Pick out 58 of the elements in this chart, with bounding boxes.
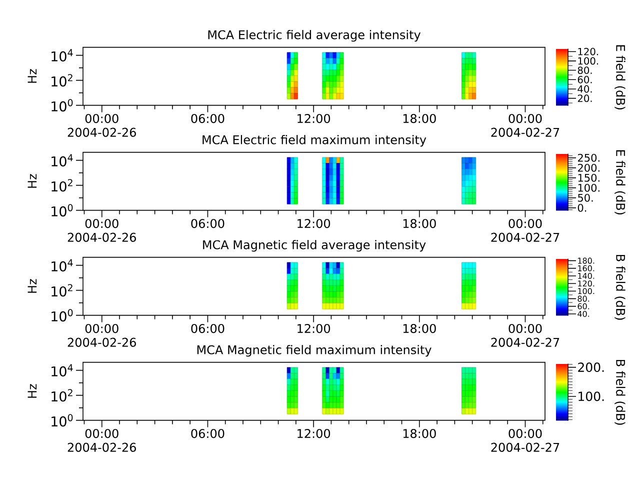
x-tick-label: 00:00 2004-02-26 [68,324,136,347]
x-tick-label: 00:00 2004-02-26 [68,428,136,452]
y-tick-label: 10$^{2}$ [52,389,72,402]
y-tick-label: 10$^{0}$ [52,204,73,216]
color-bar-label: 120. [578,48,598,56]
x-tick-label: 12:00 [298,218,330,228]
x-tick-label: 00:00 2004-02-27 [491,114,560,137]
x-tick-label: 18:00 [403,428,436,438]
x-tick-label: 00:00 2004-02-27 [491,218,560,242]
x-tick-label: 06:00 [191,218,224,228]
color-bar-label: 200. [578,362,604,372]
color-bar-label: 200. [578,164,600,172]
y-tick-label: 10$^{4}$ [52,154,73,166]
y-tick-label: 10$^{4}$ [52,49,73,62]
x-tick-label: 00:00 2004-02-26 [68,218,136,242]
color-bar-title: E field (dB) [614,45,626,110]
x-tick-label: 18:00 [403,324,436,334]
y-tick-label: 10$^{2}$ [52,74,72,87]
color-bar-label: 20. [578,94,592,102]
color-bar-label: 60. [578,76,592,84]
color-bar-label: 100. [578,392,604,402]
x-tick-label: 12:00 [298,324,330,334]
color-bar-label: 40. [578,85,592,93]
color-bar-label: 100. [578,184,600,192]
y-axis-title: Hz [28,279,37,293]
y-tick-label: 10$^{2}$ [52,179,72,192]
y-tick-label: 10$^{0}$ [52,414,73,426]
y-tick-label: 10$^{0}$ [52,309,73,322]
x-tick-label: 12:00 [298,428,330,438]
y-axis-title: Hz [28,384,37,398]
color-bar-label: 80. [578,66,592,74]
color-bar-label: 0. [578,204,586,212]
y-axis-title: Hz [28,174,37,188]
x-tick-label: 06:00 [191,114,224,124]
x-tick-label: 00:00 2004-02-26 [68,114,136,137]
color-bar-label: 150. [578,174,600,182]
chart-title: MCA Electric field maximum intensity [202,135,426,147]
x-tick-label: 06:00 [191,324,224,334]
x-tick-label: 12:00 [298,114,330,124]
y-axis-title: Hz [28,69,37,83]
color-bar-label: 250. [578,154,600,162]
color-bar-label: 100. [578,57,598,65]
x-tick-label: 18:00 [403,114,436,124]
y-tick-label: 10$^{4}$ [52,364,73,376]
y-tick-label: 10$^{2}$ [52,284,72,297]
chart-title: MCA Electric field average intensity [208,30,421,42]
y-tick-label: 10$^{0}$ [52,99,73,112]
chart-title: MCA Magnetic field maximum intensity [197,345,432,357]
color-bar-title: B field (dB) [614,254,626,320]
x-tick-label: 18:00 [403,218,436,228]
x-tick-label: 00:00 2004-02-27 [491,428,560,452]
x-tick-label: 06:00 [191,428,224,438]
y-tick-label: 10$^{4}$ [52,259,73,272]
x-tick-label: 00:00 2004-02-27 [491,324,560,347]
color-bar-title: E field (dB) [614,150,626,214]
chart-title: MCA Magnetic field average intensity [203,240,426,252]
color-bar-label: 50. [578,194,593,202]
color-bar-title: B field (dB) [614,360,626,425]
